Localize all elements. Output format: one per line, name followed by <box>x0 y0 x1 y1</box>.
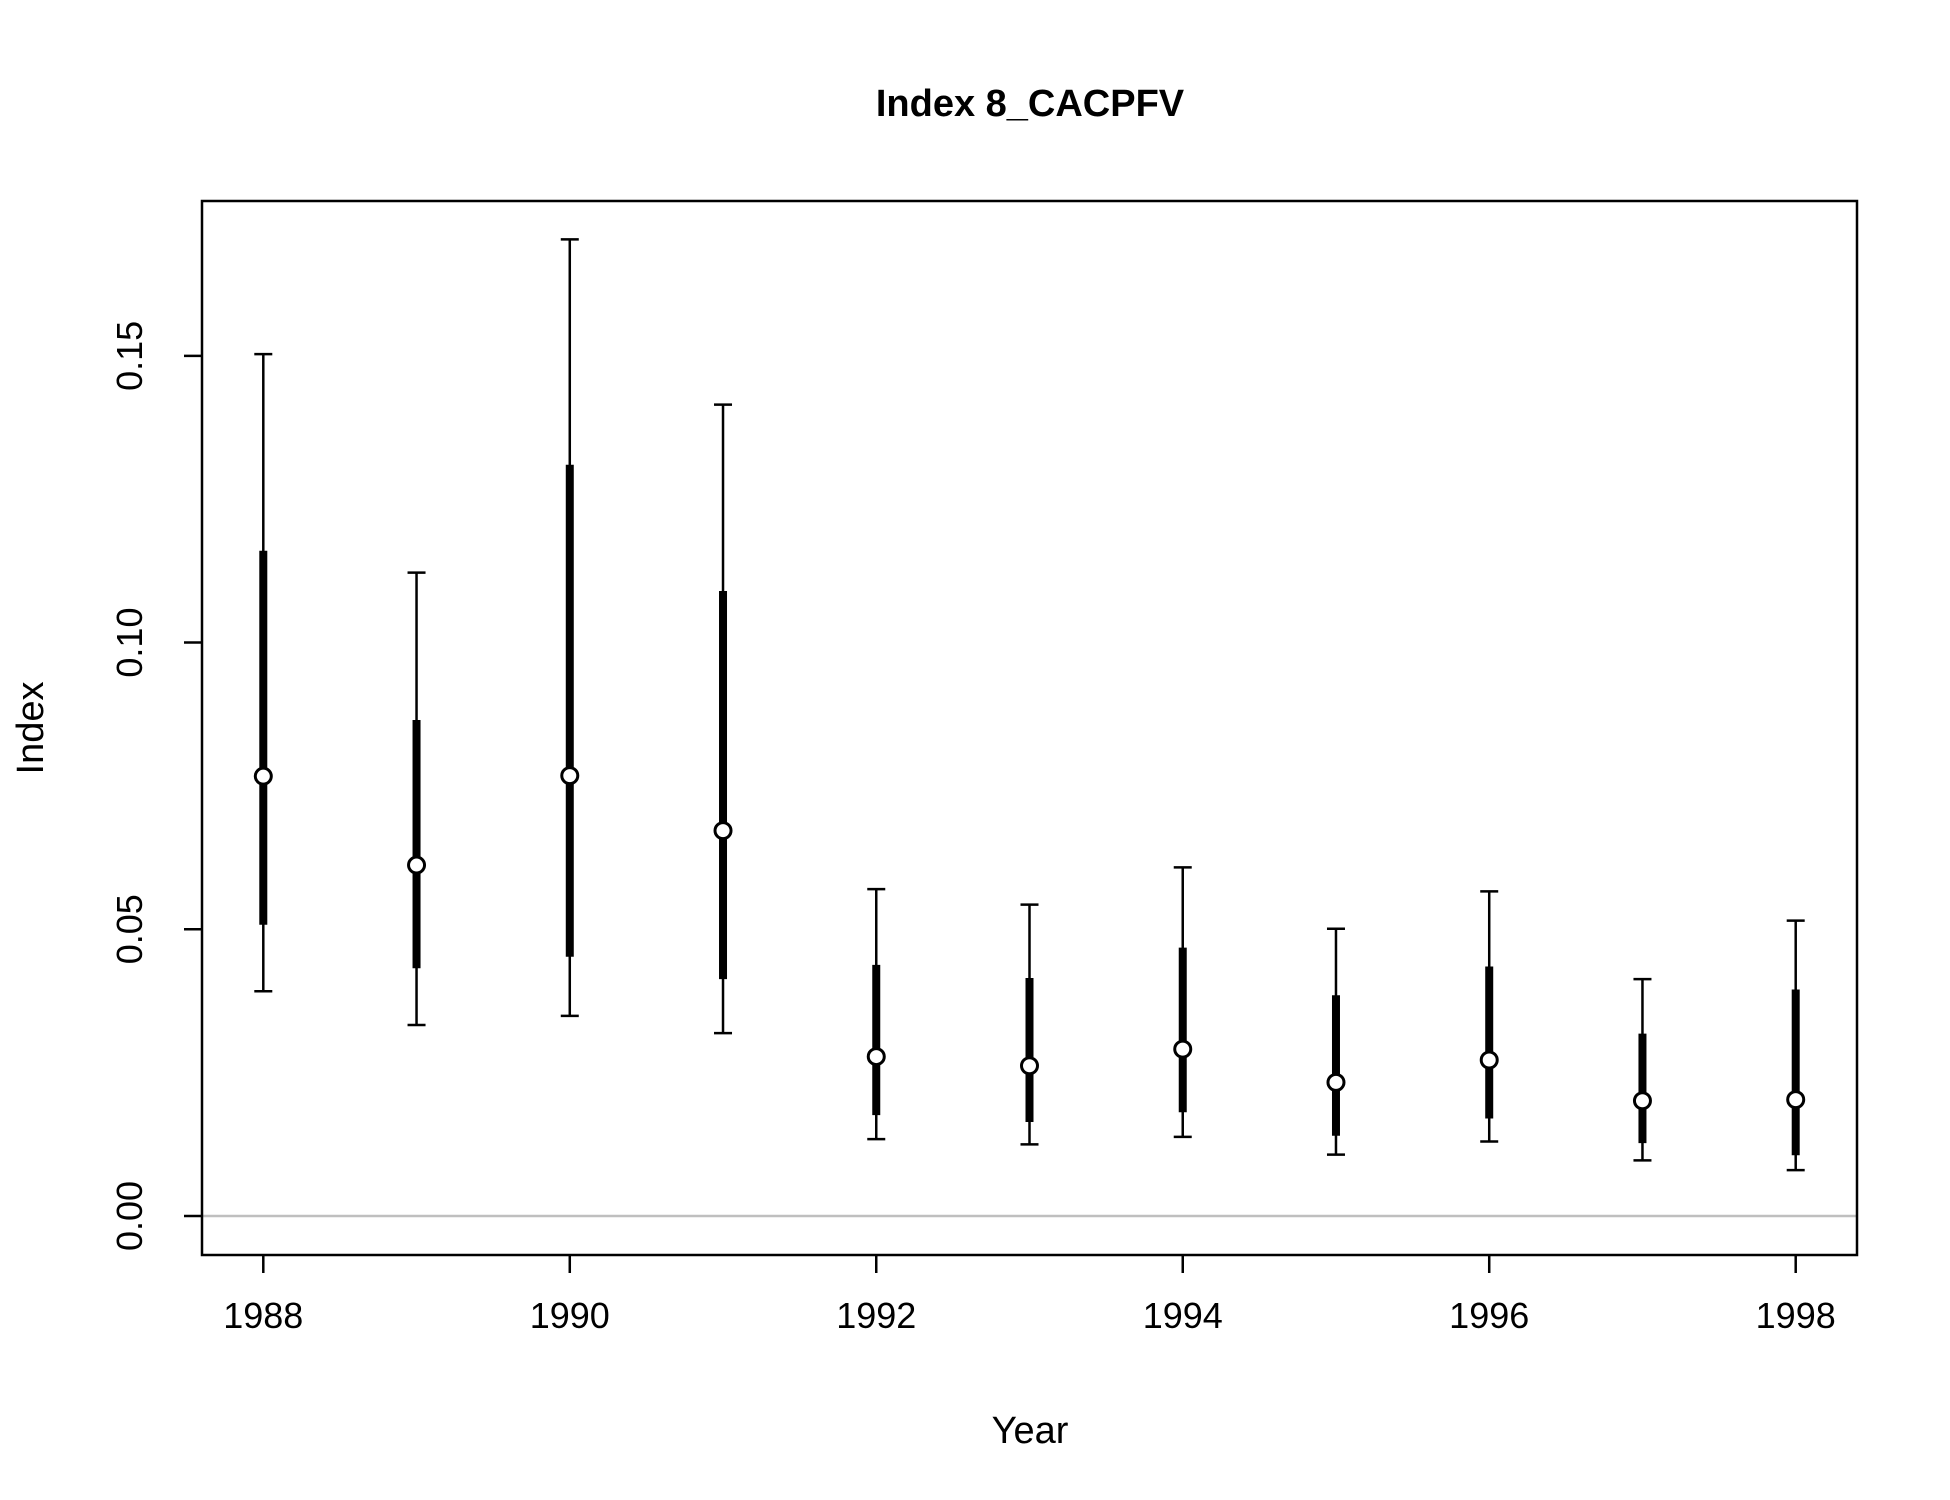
y-axis: 0.00 0.05 0.10 0.15 <box>109 321 202 1251</box>
data-point <box>1786 1090 1806 1110</box>
x-axis: 1988 1990 1992 1994 1996 1998 <box>223 1255 1836 1336</box>
x-tick-label: 1998 <box>1756 1295 1836 1336</box>
marks-layer <box>253 238 1806 1172</box>
y-tick-label: 0.15 <box>109 321 150 391</box>
data-point <box>1020 1056 1039 1076</box>
data-point <box>1479 1050 1499 1070</box>
data-point <box>253 766 273 786</box>
y-tick-label: 0.00 <box>109 1181 150 1251</box>
x-tick-label: 1992 <box>836 1295 916 1336</box>
y-axis-label: Index <box>10 682 52 775</box>
data-point <box>560 766 580 786</box>
data-point <box>1173 1039 1193 1059</box>
y-tick-label: 0.10 <box>109 608 150 678</box>
x-tick-label: 1994 <box>1143 1295 1223 1336</box>
data-point <box>1326 1072 1346 1092</box>
data-point <box>713 821 733 841</box>
data-point <box>1632 1091 1652 1111</box>
x-tick-label: 1996 <box>1449 1295 1529 1336</box>
plot-frame <box>200 199 1859 1257</box>
data-point <box>407 855 427 875</box>
y-tick-label: 0.05 <box>109 894 150 964</box>
x-axis-label: Year <box>992 1410 1069 1452</box>
data-point <box>866 1047 886 1067</box>
chart-title: Index 8_CACPFV <box>876 83 1185 125</box>
x-tick-label: 1990 <box>530 1295 610 1336</box>
x-tick-label: 1988 <box>223 1295 303 1336</box>
